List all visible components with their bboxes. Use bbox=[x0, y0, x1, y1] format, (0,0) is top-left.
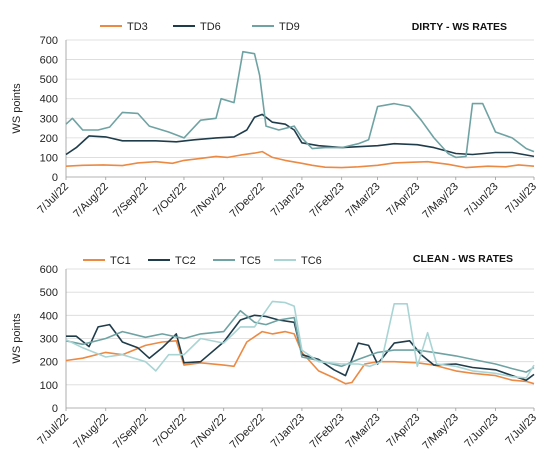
clean-ws-rates-chart: 0 100 200 300 400 500 600 7/Jul/22 7/Aug/22 7/Sep… bbox=[11, 253, 539, 452]
x-tick-label: 7/Nov/22 bbox=[189, 181, 229, 221]
chart-title: CLEAN - WS RATES bbox=[413, 253, 513, 265]
x-tick-label: 7/Dec/22 bbox=[228, 412, 268, 452]
y-tick-label: 500 bbox=[40, 287, 58, 299]
chart-title: DIRTY - WS RATES bbox=[412, 21, 507, 33]
legend-label-tc1: TC1 bbox=[110, 255, 131, 267]
series-line-tc5 bbox=[65, 309, 535, 373]
x-tick-label: 7/Apr/23 bbox=[385, 412, 423, 450]
y-tick-label: 300 bbox=[40, 334, 58, 346]
x-tick-label: 7/Jun/23 bbox=[462, 412, 500, 450]
y-tick-label: 200 bbox=[40, 133, 58, 145]
y-tick-label: 100 bbox=[40, 380, 58, 392]
y-tick-label: 400 bbox=[40, 310, 58, 322]
x-tick-label: 7/Feb/23 bbox=[308, 181, 347, 220]
x-tick-label: 7/Sep/22 bbox=[111, 412, 151, 452]
x-tick-label: 7/Aug/22 bbox=[71, 181, 111, 221]
x-tick-label: 7/Jan/23 bbox=[269, 181, 307, 219]
y-tick-label: 100 bbox=[40, 152, 58, 164]
x-tick-label: 7/Jun/23 bbox=[462, 181, 500, 219]
legend-label-td9: TD9 bbox=[279, 21, 300, 33]
legend-label-td6: TD6 bbox=[200, 21, 221, 33]
x-tick-label: 7/May/23 bbox=[420, 412, 460, 452]
x-tick-label: 7/Feb/23 bbox=[308, 412, 347, 451]
y-tick-label: 500 bbox=[40, 74, 58, 86]
legend-label-tc6: TC6 bbox=[301, 255, 322, 267]
x-tick-label: 7/Oct/22 bbox=[151, 181, 189, 219]
x-tick-label: 7/May/23 bbox=[420, 181, 460, 221]
y-tick-label: 300 bbox=[40, 113, 58, 125]
legend-label-tc5: TC5 bbox=[240, 255, 261, 267]
series-line-td6 bbox=[65, 113, 535, 158]
x-tick-label: 7/Oct/22 bbox=[151, 412, 189, 450]
y-tick-label: 700 bbox=[40, 35, 58, 47]
series-line-tc6 bbox=[65, 300, 535, 379]
x-tick-label: 7/Jul/23 bbox=[503, 181, 539, 217]
y-tick-label: 200 bbox=[40, 357, 58, 369]
x-tick-label: 7/Aug/22 bbox=[71, 412, 111, 452]
x-tick-label: 7/Sep/22 bbox=[111, 181, 151, 221]
y-tick-label: 0 bbox=[52, 172, 58, 184]
series-line-td3 bbox=[65, 150, 535, 169]
y-tick-label: 0 bbox=[52, 403, 58, 415]
y-tick-label: 600 bbox=[40, 264, 58, 276]
y-axis-label: WS points bbox=[11, 83, 23, 134]
series-line-td9 bbox=[65, 50, 535, 159]
legend-label-tc2: TC2 bbox=[175, 255, 196, 267]
x-tick-label: 7/Jul/22 bbox=[35, 412, 71, 448]
x-tick-label: 7/Jul/23 bbox=[503, 412, 539, 448]
y-tick-label: 400 bbox=[40, 94, 58, 106]
x-tick-label: 7/Apr/23 bbox=[385, 181, 423, 219]
x-tick-label: 7/Dec/22 bbox=[228, 181, 268, 221]
series-line-tc1 bbox=[65, 330, 535, 385]
y-axis-label: WS points bbox=[11, 313, 23, 364]
x-tick-label: 7/Mar/23 bbox=[344, 181, 383, 220]
x-tick-label: 7/Nov/22 bbox=[189, 412, 229, 452]
x-tick-label: 7/Jan/23 bbox=[269, 412, 307, 450]
legend-label-td3: TD3 bbox=[127, 21, 148, 33]
y-tick-label: 600 bbox=[40, 55, 58, 67]
x-tick-label: 7/Mar/23 bbox=[344, 412, 383, 451]
x-tick-label: 7/Jul/22 bbox=[35, 181, 71, 217]
